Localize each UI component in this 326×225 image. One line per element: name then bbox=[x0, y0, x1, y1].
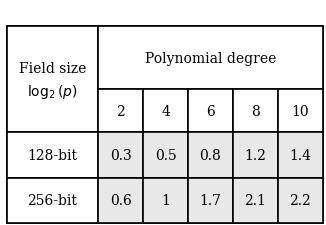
Text: 256-bit: 256-bit bbox=[27, 193, 77, 207]
Text: 6: 6 bbox=[206, 104, 215, 118]
FancyBboxPatch shape bbox=[278, 178, 323, 223]
FancyBboxPatch shape bbox=[143, 133, 188, 178]
FancyBboxPatch shape bbox=[98, 133, 143, 178]
FancyBboxPatch shape bbox=[233, 133, 278, 178]
FancyBboxPatch shape bbox=[278, 133, 323, 178]
Text: 1: 1 bbox=[161, 193, 170, 207]
FancyBboxPatch shape bbox=[188, 90, 233, 133]
Text: 0.5: 0.5 bbox=[155, 148, 176, 162]
FancyBboxPatch shape bbox=[143, 178, 188, 223]
Text: 4: 4 bbox=[161, 104, 170, 118]
Text: 0.6: 0.6 bbox=[110, 193, 132, 207]
Text: Polynomial degree: Polynomial degree bbox=[145, 51, 276, 65]
FancyBboxPatch shape bbox=[278, 90, 323, 133]
FancyBboxPatch shape bbox=[143, 90, 188, 133]
FancyBboxPatch shape bbox=[98, 90, 143, 133]
FancyBboxPatch shape bbox=[7, 27, 98, 133]
FancyBboxPatch shape bbox=[188, 133, 233, 178]
FancyBboxPatch shape bbox=[233, 90, 278, 133]
Text: Field size: Field size bbox=[19, 62, 86, 76]
Text: 2.2: 2.2 bbox=[289, 193, 311, 207]
Text: 2: 2 bbox=[116, 104, 125, 118]
Text: 1.7: 1.7 bbox=[200, 193, 221, 207]
Text: 2.1: 2.1 bbox=[244, 193, 266, 207]
Text: 1.2: 1.2 bbox=[244, 148, 266, 162]
FancyBboxPatch shape bbox=[7, 27, 323, 223]
Text: 0.8: 0.8 bbox=[200, 148, 221, 162]
Text: 1.4: 1.4 bbox=[289, 148, 311, 162]
FancyBboxPatch shape bbox=[98, 178, 143, 223]
Text: 8: 8 bbox=[251, 104, 260, 118]
Text: $\log_2(p)$: $\log_2(p)$ bbox=[27, 82, 78, 100]
FancyBboxPatch shape bbox=[188, 178, 233, 223]
Text: 0.3: 0.3 bbox=[110, 148, 132, 162]
FancyBboxPatch shape bbox=[7, 133, 98, 178]
FancyBboxPatch shape bbox=[98, 27, 323, 90]
Text: 128-bit: 128-bit bbox=[27, 148, 77, 162]
FancyBboxPatch shape bbox=[7, 178, 98, 223]
Text: 10: 10 bbox=[291, 104, 309, 118]
FancyBboxPatch shape bbox=[233, 178, 278, 223]
